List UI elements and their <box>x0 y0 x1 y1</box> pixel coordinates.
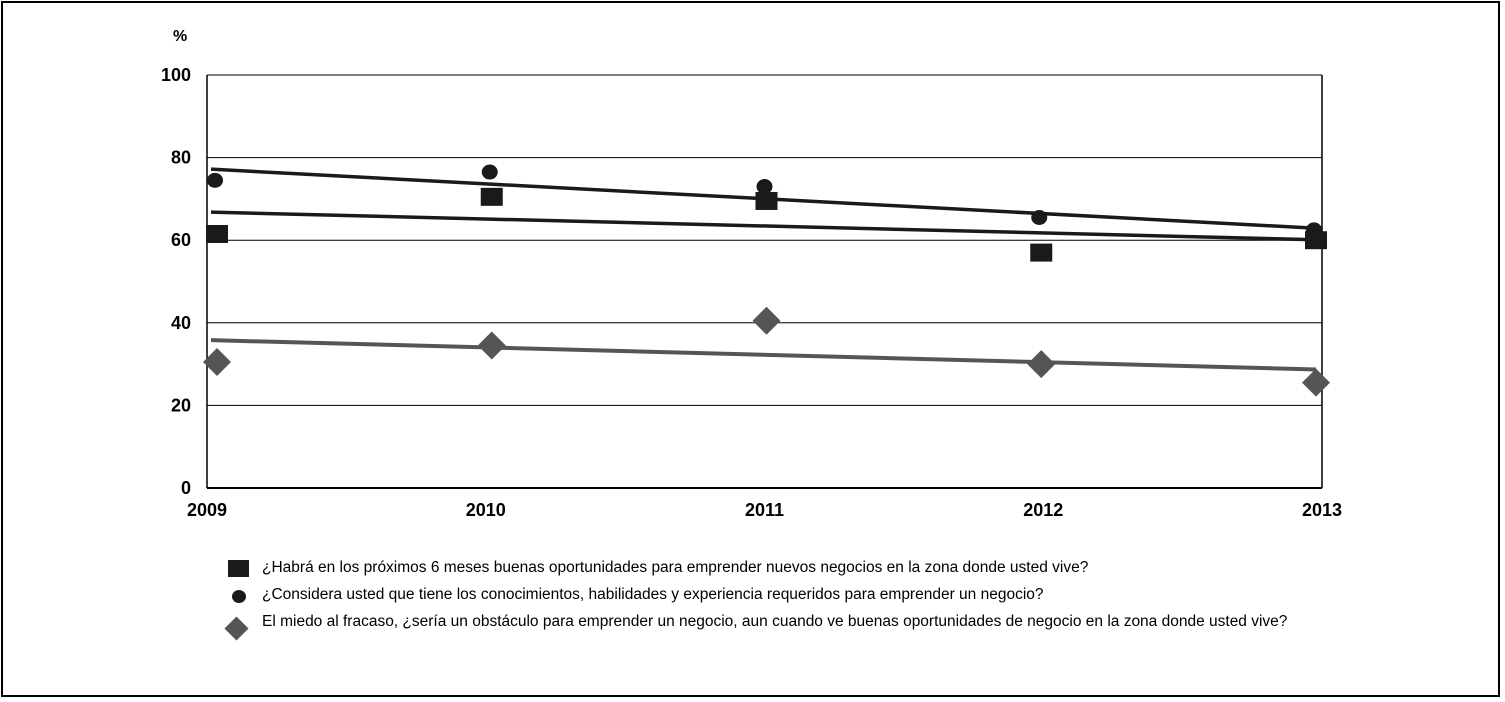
diamond-point <box>477 331 506 360</box>
diamond-point <box>1027 350 1056 379</box>
legend-label: ¿Considera usted que tiene los conocimie… <box>262 586 1044 603</box>
diamond-point <box>1302 368 1330 397</box>
x-tick-label: 2009 <box>187 500 227 520</box>
diamond-point <box>752 306 781 335</box>
legend-label: ¿Habrá en los próximos 6 meses buenas op… <box>262 559 1089 576</box>
circle-point <box>481 164 498 180</box>
y-tick-label: 40 <box>171 313 191 333</box>
square-point <box>755 191 778 210</box>
legend-item-miedo: El miedo al fracaso, ¿sería un obstáculo… <box>224 612 1306 641</box>
square-point <box>480 187 503 206</box>
circle-point <box>207 172 223 188</box>
square-marker-icon <box>226 558 262 578</box>
circle-point <box>1306 222 1322 238</box>
y-tick-label: 0 <box>181 478 191 498</box>
x-tick-label: 2013 <box>1302 500 1342 520</box>
circle-marker-icon <box>226 585 262 605</box>
x-tick-label: 2011 <box>745 500 784 520</box>
legend: ¿Habrá en los próximos 6 meses buenas op… <box>224 558 1306 641</box>
square-point <box>1030 243 1053 262</box>
legend-label: El miedo al fracaso, ¿sería un obstáculo… <box>262 613 1288 630</box>
trendline-diamond <box>210 338 1317 372</box>
y-unit-label: % <box>173 28 187 45</box>
y-tick-label: 80 <box>171 148 191 168</box>
data-points <box>203 164 1330 397</box>
tick-labels: 0 20 40 60 80 100 2009 2010 2011 2012 2013 <box>161 65 1342 520</box>
legend-item-oportunidades: ¿Habrá en los próximos 6 meses buenas op… <box>226 558 1306 578</box>
x-tick-label: 2012 <box>1023 500 1063 520</box>
legend-item-conocimientos: ¿Considera usted que tiene los conocimie… <box>226 585 1306 605</box>
y-tick-label: 100 <box>161 65 191 85</box>
diamond-point <box>203 348 231 377</box>
x-tick-label: 2010 <box>466 500 506 520</box>
circle-point <box>1031 209 1048 225</box>
circle-point <box>756 179 773 195</box>
square-point <box>206 225 228 244</box>
axes <box>206 75 1323 489</box>
y-tick-label: 20 <box>171 395 191 415</box>
trendline-square <box>210 210 1317 242</box>
y-tick-label: 60 <box>171 230 191 250</box>
diamond-marker-icon <box>224 612 262 641</box>
